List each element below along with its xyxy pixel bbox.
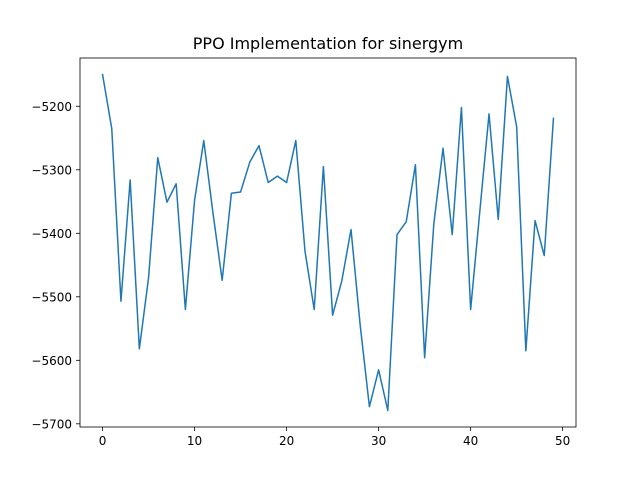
series-line-0: [101, 73, 555, 412]
x-tick-label: 20: [279, 434, 294, 448]
y-tick-label: −5700: [31, 417, 72, 431]
x-tick-label: 0: [99, 434, 107, 448]
x-tick-label: 50: [555, 434, 570, 448]
x-tick-label: 40: [463, 434, 478, 448]
y-tick-label: −5400: [31, 227, 72, 241]
chart-title: PPO Implementation for sinergym: [193, 34, 463, 53]
x-tick-label: 10: [187, 434, 202, 448]
x-tick-label: 30: [371, 434, 386, 448]
plot-area: 0 10 20 30 40 50 −5700 −5600 −5500 −5400 −5300 −520…: [31, 57, 577, 448]
axes-frame: [79, 57, 577, 428]
y-tick-label: −5300: [31, 163, 72, 177]
y-tick-label: −5500: [31, 290, 72, 304]
y-tick-label: −5600: [31, 354, 72, 368]
y-tick-label: −5200: [31, 100, 72, 114]
